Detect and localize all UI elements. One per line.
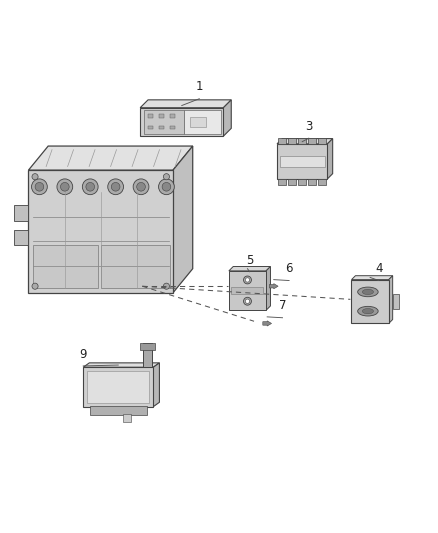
Bar (140, 343, 155, 350)
FancyBboxPatch shape (33, 246, 98, 288)
Bar (231, 287, 263, 294)
Bar (14, 230, 28, 246)
Ellipse shape (358, 306, 378, 316)
Bar (148, 126, 153, 129)
Circle shape (32, 283, 38, 289)
Circle shape (32, 174, 38, 180)
Bar (277, 144, 327, 179)
Circle shape (245, 299, 250, 303)
Bar (170, 126, 175, 129)
Polygon shape (153, 363, 159, 407)
Circle shape (111, 182, 120, 191)
Bar (90, 406, 147, 415)
Polygon shape (223, 100, 231, 136)
Bar (83, 367, 153, 407)
Bar (123, 414, 131, 422)
Polygon shape (173, 146, 193, 293)
Bar (308, 179, 316, 184)
Bar (170, 114, 175, 118)
Text: 1: 1 (195, 80, 203, 93)
Bar (184, 110, 221, 134)
Text: 3: 3 (305, 120, 312, 133)
Text: 9: 9 (79, 348, 87, 361)
Text: 6: 6 (285, 262, 293, 275)
Ellipse shape (362, 289, 374, 295)
Bar (288, 138, 296, 144)
Circle shape (137, 182, 145, 191)
Polygon shape (277, 139, 333, 144)
Circle shape (245, 278, 250, 282)
Bar (351, 280, 389, 324)
Bar (140, 108, 223, 136)
Bar (318, 179, 326, 184)
Circle shape (35, 182, 44, 191)
Bar (278, 179, 286, 184)
Circle shape (108, 179, 124, 195)
Bar (190, 117, 206, 127)
Polygon shape (140, 100, 231, 108)
Circle shape (159, 179, 174, 195)
Text: 5: 5 (246, 254, 253, 266)
Bar (278, 138, 286, 144)
Bar (288, 179, 296, 184)
Ellipse shape (362, 309, 374, 314)
Polygon shape (327, 139, 333, 179)
Ellipse shape (358, 287, 378, 297)
Bar (308, 138, 316, 144)
Polygon shape (229, 266, 270, 271)
Circle shape (82, 179, 98, 195)
Polygon shape (266, 266, 270, 310)
Circle shape (244, 297, 251, 305)
Bar (318, 138, 326, 144)
Polygon shape (28, 146, 193, 170)
Circle shape (163, 174, 170, 180)
Circle shape (32, 179, 47, 195)
Circle shape (60, 182, 69, 191)
Text: 4: 4 (375, 262, 383, 275)
FancyArrow shape (263, 321, 272, 326)
Bar (229, 271, 266, 310)
Polygon shape (351, 276, 392, 280)
Circle shape (244, 276, 251, 284)
Bar (159, 114, 164, 118)
Bar (143, 343, 152, 367)
Bar (159, 126, 164, 129)
Circle shape (57, 179, 73, 195)
Circle shape (86, 182, 95, 191)
Bar (298, 179, 306, 184)
Circle shape (162, 182, 171, 191)
Bar (14, 205, 28, 221)
Polygon shape (389, 276, 392, 324)
Bar (144, 110, 184, 134)
FancyArrow shape (269, 284, 278, 289)
Bar (392, 294, 399, 310)
Bar (279, 156, 325, 167)
Bar (28, 170, 173, 293)
Circle shape (163, 283, 170, 289)
Polygon shape (83, 363, 159, 367)
Text: 7: 7 (279, 300, 286, 312)
Bar (298, 138, 306, 144)
Circle shape (133, 179, 149, 195)
FancyBboxPatch shape (101, 246, 170, 288)
Bar (148, 114, 153, 118)
Bar (87, 371, 149, 403)
